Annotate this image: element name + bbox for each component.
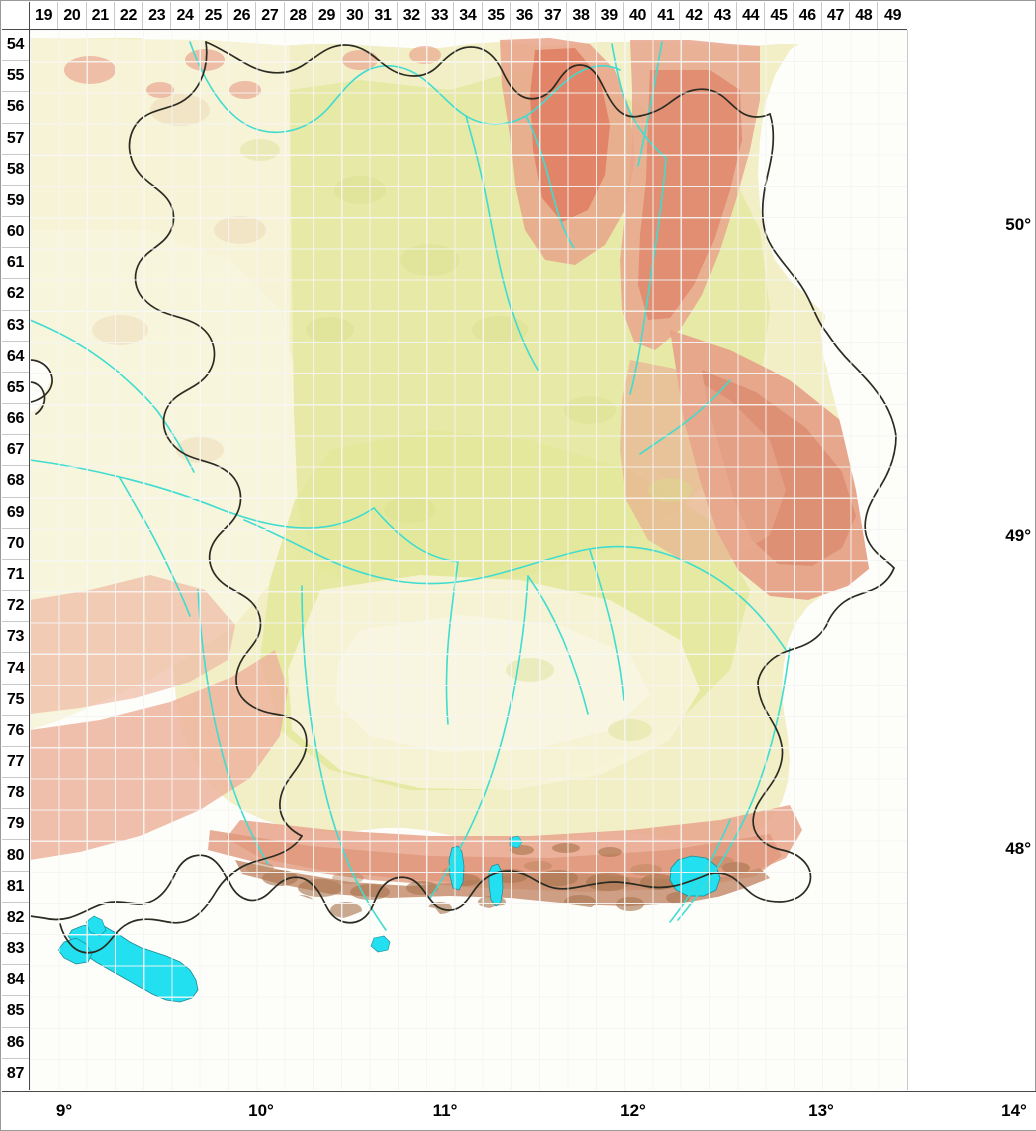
relief-map-graphic <box>30 30 907 1090</box>
column-header-40[interactable]: 40 <box>624 2 653 29</box>
column-header-28[interactable]: 28 <box>285 2 313 29</box>
column-header-47[interactable]: 47 <box>822 2 851 29</box>
longitude-label-13: 13° <box>808 1101 834 1120</box>
row-header-57[interactable]: 57 <box>2 124 29 155</box>
row-header-85[interactable]: 85 <box>2 996 29 1028</box>
column-header-41[interactable]: 41 <box>652 2 681 29</box>
column-header-29[interactable]: 29 <box>313 2 342 29</box>
row-header-60[interactable]: 60 <box>2 217 29 249</box>
column-header-22[interactable]: 22 <box>115 2 144 29</box>
column-header-row: 19 20 21 22 23 24 25 26 27 28 29 30 31 32 33 34 35 36 37 38… <box>30 2 907 30</box>
column-header-44[interactable]: 44 <box>737 2 766 29</box>
row-header-58[interactable]: 58 <box>2 155 29 186</box>
column-header-26[interactable]: 26 <box>228 2 257 29</box>
row-header-65[interactable]: 65 <box>2 373 29 405</box>
column-header-23[interactable]: 23 <box>143 2 172 29</box>
row-header-78[interactable]: 78 <box>2 778 29 810</box>
row-header-54[interactable]: 54 <box>2 30 29 62</box>
row-header-76[interactable]: 76 <box>2 716 29 747</box>
column-header-36[interactable]: 36 <box>511 2 540 29</box>
column-header-46[interactable]: 46 <box>794 2 822 29</box>
column-header-20[interactable]: 20 <box>58 2 87 29</box>
row-header-79[interactable]: 79 <box>2 809 29 841</box>
row-header-55[interactable]: 55 <box>2 61 29 93</box>
latitude-label-50: 50° <box>1005 215 1031 234</box>
longitude-axis: 9° 10° 11° 12° 13° 14° <box>2 1091 1036 1130</box>
column-header-19[interactable]: 19 <box>30 2 59 29</box>
row-header-64[interactable]: 64 <box>2 342 29 373</box>
longitude-label-12: 12° <box>620 1101 646 1120</box>
row-header-61[interactable]: 61 <box>2 248 29 280</box>
column-header-42[interactable]: 42 <box>680 2 709 29</box>
column-header-27[interactable]: 27 <box>256 2 285 29</box>
row-header-62[interactable]: 62 <box>2 279 29 311</box>
row-header-84[interactable]: 84 <box>2 965 29 997</box>
row-header-63[interactable]: 63 <box>2 311 29 342</box>
column-header-31[interactable]: 31 <box>369 2 398 29</box>
row-header-56[interactable]: 56 <box>2 92 29 124</box>
row-header-77[interactable]: 77 <box>2 747 29 779</box>
column-header-39[interactable]: 39 <box>596 2 624 29</box>
row-header-68[interactable]: 68 <box>2 466 29 498</box>
longitude-label-14: 14° <box>1001 1101 1027 1120</box>
column-header-38[interactable]: 38 <box>567 2 596 29</box>
row-header-70[interactable]: 70 <box>2 529 29 560</box>
column-header-21[interactable]: 21 <box>87 2 115 29</box>
map-canvas[interactable] <box>30 30 907 1090</box>
row-header-67[interactable]: 67 <box>2 435 29 467</box>
row-header-72[interactable]: 72 <box>2 591 29 623</box>
column-header-34[interactable]: 34 <box>454 2 483 29</box>
row-header-87[interactable]: 87 <box>6 1065 25 1083</box>
latitude-axis: 50° 49° 48° <box>907 30 1035 1090</box>
column-header-45[interactable]: 45 <box>765 2 794 29</box>
latitude-label-49: 49° <box>1005 526 1031 545</box>
column-header-37[interactable]: 37 <box>539 2 568 29</box>
row-header-71[interactable]: 71 <box>2 560 29 592</box>
column-header-49[interactable]: 49 <box>883 6 902 24</box>
column-header-32[interactable]: 32 <box>398 2 426 29</box>
column-header-35[interactable]: 35 <box>483 2 511 29</box>
lake-starnberger-see <box>488 863 504 907</box>
row-header-86[interactable]: 86 <box>2 1028 29 1059</box>
column-header-43[interactable]: 43 <box>709 2 738 29</box>
column-header-30[interactable]: 30 <box>341 2 370 29</box>
longitude-label-10: 10° <box>248 1101 274 1120</box>
longitude-label-11: 11° <box>432 1101 458 1120</box>
row-header-81[interactable]: 81 <box>2 872 29 903</box>
longitude-label-9: 9° <box>55 1101 73 1120</box>
column-header-48[interactable]: 48 <box>850 2 879 29</box>
row-header-80[interactable]: 80 <box>2 840 29 872</box>
row-header-74[interactable]: 74 <box>2 653 29 685</box>
column-header-33[interactable]: 33 <box>426 2 455 29</box>
row-header-82[interactable]: 82 <box>2 903 29 934</box>
latitude-label-48: 48° <box>1005 839 1031 858</box>
row-header-83[interactable]: 83 <box>2 934 29 966</box>
row-header-59[interactable]: 59 <box>2 186 29 218</box>
row-header-66[interactable]: 66 <box>2 404 29 436</box>
row-header-73[interactable]: 73 <box>2 622 29 654</box>
column-header-25[interactable]: 25 <box>200 2 228 29</box>
column-header-24[interactable]: 24 <box>171 2 200 29</box>
grid-corner-cell <box>2 2 30 30</box>
row-header-75[interactable]: 75 <box>2 685 29 716</box>
row-header-column: 54 55 56 57 58 59 60 61 62 63 64 65 66 67 68 69 70 71 72 73… <box>2 30 30 1090</box>
row-header-69[interactable]: 69 <box>2 498 29 529</box>
